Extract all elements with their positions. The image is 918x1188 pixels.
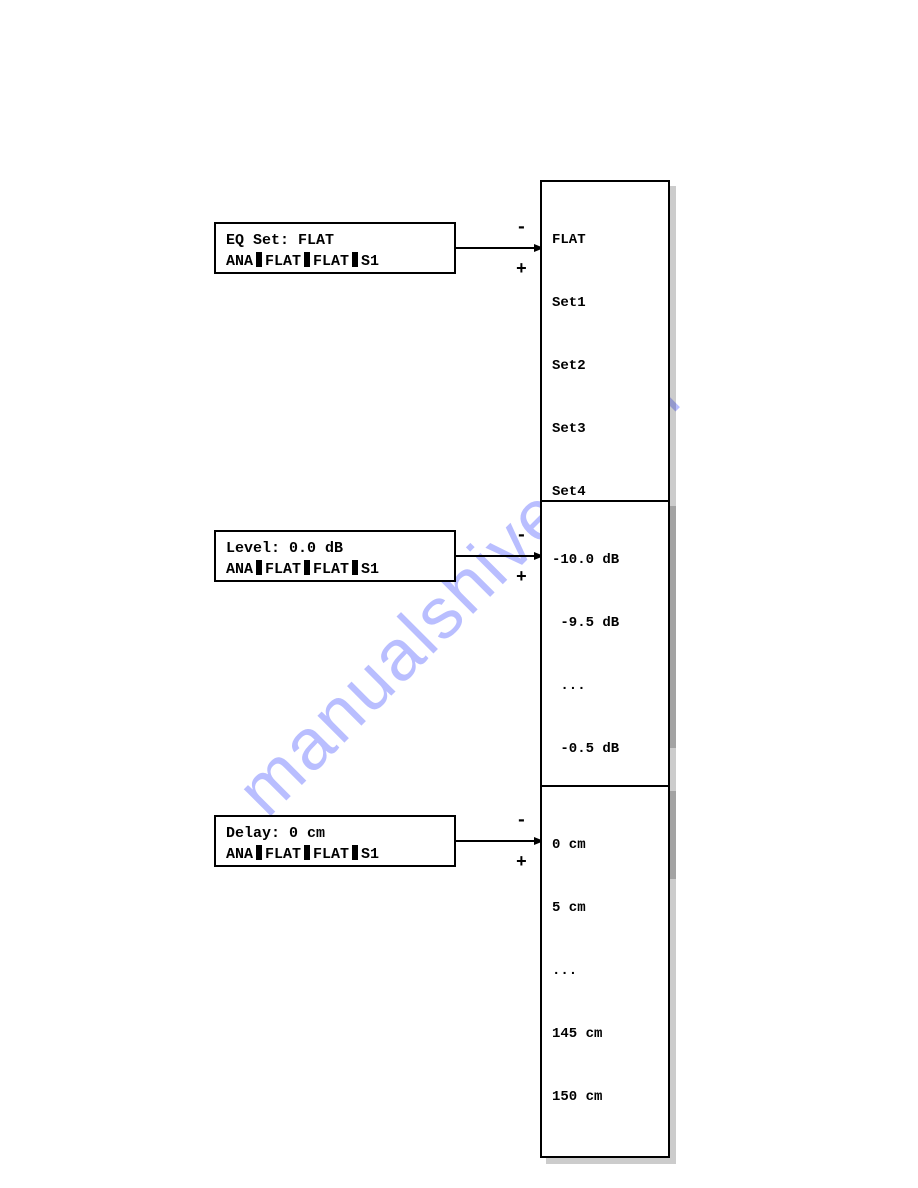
level-lcd-line1: Level: 0.0 dB [226,538,444,559]
delay-lcd-status: ANA FLAT FLAT S1 [226,844,444,865]
delay-lcd-box: Delay: 0 cm ANA FLAT FLAT S1 [214,815,456,867]
eq-option: Set2 [552,356,658,377]
eq-arrow-icon [456,244,546,256]
level-status-1: FLAT [265,561,301,578]
level-lcd-box: Level: 0.0 dB ANA FLAT FLAT S1 [214,530,456,582]
level-arrow-icon [456,552,546,564]
sep-icon [352,845,358,860]
delay-options-box: 0 cm 5 cm ... 145 cm 150 cm [540,785,670,1158]
level-option: ... [552,676,658,697]
sep-icon [352,560,358,575]
delay-status-1: FLAT [265,846,301,863]
eq-lcd-box: EQ Set: FLAT ANA FLAT FLAT S1 [214,222,456,274]
delay-option: 145 cm [552,1024,658,1045]
delay-option: 150 cm [552,1087,658,1108]
sep-icon [256,252,262,267]
sep-icon [256,560,262,575]
level-option: -9.5 dB [552,613,658,634]
sep-icon [352,252,358,267]
delay-option: ... [552,961,658,982]
eq-status-2: FLAT [313,253,349,270]
delay-minus-label: - [516,811,527,831]
eq-lcd-status: ANA FLAT FLAT S1 [226,251,444,272]
level-minus-label: - [516,526,527,546]
eq-lcd-line1: EQ Set: FLAT [226,230,444,251]
sep-icon [304,845,310,860]
level-lcd-status: ANA FLAT FLAT S1 [226,559,444,580]
eq-option: FLAT [552,230,658,251]
delay-status-3: S1 [361,846,379,863]
delay-lcd-line1: Delay: 0 cm [226,823,444,844]
delay-option: 5 cm [552,898,658,919]
level-option: -10.0 dB [552,550,658,571]
sep-icon [304,560,310,575]
diagram-page: manualshive.com EQ Set: FLAT ANAFLATFLAT… [0,0,918,1188]
level-status-3: S1 [361,561,379,578]
delay-status-0: ANA [226,846,253,863]
delay-status-2: FLAT [313,846,349,863]
sep-icon [256,845,262,860]
delay-option: 0 cm [552,835,658,856]
eq-plus-label: + [516,260,527,280]
level-plus-label: + [516,568,527,588]
eq-status-0: ANA [226,253,253,270]
eq-option: Set1 [552,293,658,314]
sep-icon [304,252,310,267]
eq-status-1: FLAT [265,253,301,270]
level-status-0: ANA [226,561,253,578]
eq-minus-label: - [516,218,527,238]
level-option: -0.5 dB [552,739,658,760]
eq-status-3: S1 [361,253,379,270]
eq-option: Set3 [552,419,658,440]
level-status-2: FLAT [313,561,349,578]
delay-arrow-icon [456,837,546,849]
delay-plus-label: + [516,853,527,873]
